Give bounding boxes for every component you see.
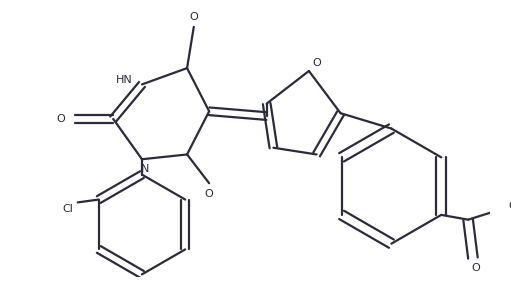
Text: O: O <box>190 12 198 22</box>
Text: O: O <box>56 114 65 124</box>
Text: O: O <box>472 263 480 273</box>
Text: O: O <box>508 201 511 211</box>
Text: O: O <box>312 58 321 68</box>
Text: HN: HN <box>117 75 133 85</box>
Text: Cl: Cl <box>63 204 74 214</box>
Text: O: O <box>205 189 214 199</box>
Text: N: N <box>141 164 149 174</box>
